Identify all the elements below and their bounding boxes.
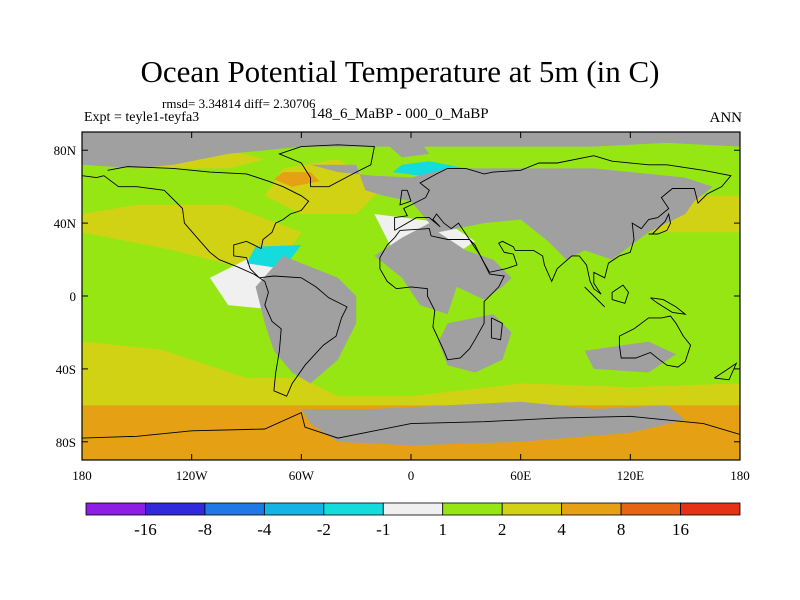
land-mask-2 <box>255 255 357 384</box>
land-mask-1 <box>310 164 713 315</box>
land-mask-0 <box>82 132 740 169</box>
colorbar-label-8: 8 <box>617 520 626 539</box>
colorbar-box-7 <box>501 502 563 516</box>
colorbar-box-3 <box>263 502 325 516</box>
y-tick-label-3: 40S <box>56 362 76 377</box>
coastline-3 <box>618 315 692 368</box>
axes: 180 120W 60W 0 60E 120E 180 80N 40N 0 40S 80S <box>54 132 750 483</box>
colorbar-box-2 <box>204 502 265 516</box>
coastline-8 <box>584 286 606 308</box>
y-tick-label-2: 0 <box>70 289 77 304</box>
experiment-label: Expt = teyle1-teyfa3 <box>84 110 200 125</box>
colorbar-box-6 <box>442 502 503 516</box>
colorbar-label-5: 1 <box>438 520 447 539</box>
field-region-8 <box>82 314 302 369</box>
colorbar-label-2: -4 <box>257 520 272 539</box>
x-tick-label-1: 120W <box>176 468 209 483</box>
colorbar-label-7: 4 <box>557 520 566 539</box>
coastline-5 <box>82 411 740 439</box>
coastline-1 <box>379 228 505 361</box>
colorbar-label-3: -2 <box>317 520 331 539</box>
x-tick-label-3: 0 <box>408 468 415 483</box>
x-tick-label-2: 60W <box>289 468 315 483</box>
coastline-2 <box>394 155 732 295</box>
field-region-6 <box>273 172 320 187</box>
x-tick-label-0: 180 <box>72 468 92 483</box>
colorbar-label-6: 2 <box>498 520 507 539</box>
coastline-10 <box>650 297 687 315</box>
colorbar-box-5 <box>382 502 444 516</box>
stats-label: rmsd= 3.34814 diff= 2.30706 <box>162 96 316 111</box>
colorbar-label-1: -8 <box>198 520 212 539</box>
colorbar-label-9: 16 <box>672 520 689 539</box>
coastline-7 <box>648 212 671 235</box>
chart-title: Ocean Potential Temperature at 5m (in C) <box>140 54 660 89</box>
coastline-12 <box>714 362 738 381</box>
y-tick-label-4: 80S <box>56 435 76 450</box>
y-tick-label-0: 80N <box>54 143 77 158</box>
x-tick-label-5: 120E <box>617 468 645 483</box>
land-mask-5 <box>301 401 686 446</box>
coastline-6 <box>399 189 412 206</box>
season-label: ANN <box>709 110 743 126</box>
land-mask-6 <box>383 141 430 158</box>
colorbar-box-10 <box>680 502 741 516</box>
coastline-4 <box>278 144 375 188</box>
map-area <box>82 132 740 460</box>
coastline-13 <box>82 175 105 179</box>
colorbar-label-4: -1 <box>376 520 390 539</box>
field-region-2 <box>82 204 302 269</box>
y-tick-label-1: 40N <box>54 216 77 231</box>
coastline-0 <box>103 166 348 397</box>
colorbar-box-8 <box>561 502 622 516</box>
time-slice-label: 148_6_MaBP - 000_0_MaBP <box>310 106 489 122</box>
colorbar-box-0 <box>85 502 146 516</box>
coastline-9 <box>611 284 630 304</box>
colorbar-box-1 <box>145 502 206 516</box>
field-region-1 <box>82 332 740 406</box>
colorbar: -16 -8 -4 -2 -1 1 2 4 8 16 <box>85 502 741 539</box>
land-mask-4 <box>584 341 676 373</box>
colorbar-box-4 <box>323 502 384 516</box>
field-region-10 <box>484 250 740 324</box>
colorbar-label-0: -16 <box>134 520 157 539</box>
coastline-11 <box>490 317 503 341</box>
land-mask-3 <box>438 314 512 373</box>
x-tick-label-4: 60E <box>510 468 531 483</box>
x-tick-label-6: 180 <box>730 468 750 483</box>
colorbar-box-9 <box>620 502 681 516</box>
